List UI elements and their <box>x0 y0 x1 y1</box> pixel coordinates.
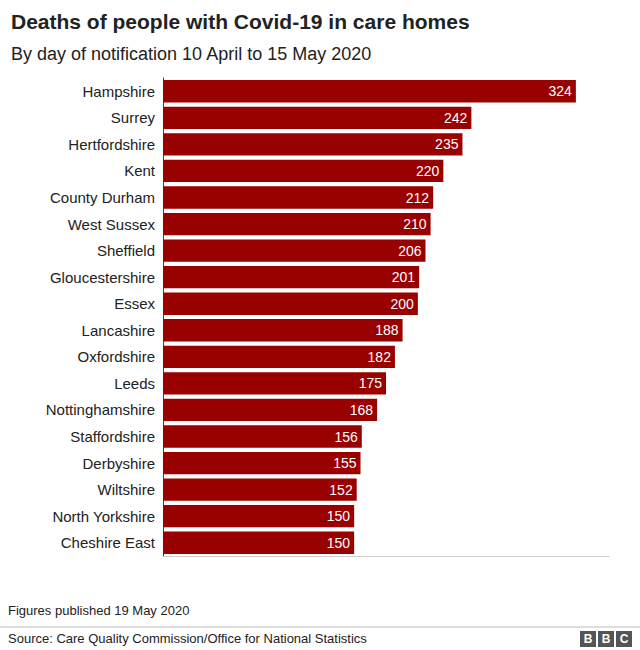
svg-text:155: 155 <box>333 455 357 471</box>
svg-text:Cheshire East: Cheshire East <box>61 534 156 551</box>
svg-text:200: 200 <box>390 296 414 312</box>
svg-text:Kent: Kent <box>124 162 156 179</box>
svg-text:Lancashire: Lancashire <box>82 322 155 339</box>
svg-text:152: 152 <box>329 482 353 498</box>
svg-text:210: 210 <box>403 216 427 232</box>
svg-text:Wiltshire: Wiltshire <box>97 481 155 498</box>
svg-text:206: 206 <box>398 243 422 259</box>
svg-text:Hertfordshire: Hertfordshire <box>68 136 155 153</box>
svg-text:Deaths of people with Covid-19: Deaths of people with Covid-19 in care h… <box>11 10 470 33</box>
svg-text:Staffordshire: Staffordshire <box>70 428 155 445</box>
svg-text:Hampshire: Hampshire <box>82 83 155 100</box>
svg-text:201: 201 <box>392 269 416 285</box>
svg-text:Oxfordshire: Oxfordshire <box>77 348 155 365</box>
svg-text:Surrey: Surrey <box>111 109 156 126</box>
svg-text:Sheffield: Sheffield <box>97 242 155 259</box>
svg-text:150: 150 <box>327 535 351 551</box>
svg-text:Gloucestershire: Gloucestershire <box>50 269 155 286</box>
svg-text:220: 220 <box>416 163 440 179</box>
svg-text:Figures published 19 May 2020: Figures published 19 May 2020 <box>8 603 189 618</box>
svg-text:C: C <box>620 632 629 646</box>
svg-text:168: 168 <box>350 402 374 418</box>
svg-text:188: 188 <box>375 322 399 338</box>
svg-text:324: 324 <box>549 83 573 99</box>
svg-text:150: 150 <box>327 508 351 524</box>
svg-text:242: 242 <box>444 110 468 126</box>
svg-text:B: B <box>602 632 611 646</box>
svg-text:Essex: Essex <box>114 295 155 312</box>
svg-text:182: 182 <box>368 349 392 365</box>
svg-text:Source: Care Quality Commissio: Source: Care Quality Commission/Office f… <box>8 631 367 646</box>
svg-text:By day of notification 10 Apri: By day of notification 10 April to 15 Ma… <box>11 44 371 64</box>
svg-text:Leeds: Leeds <box>114 375 155 392</box>
svg-text:175: 175 <box>359 375 383 391</box>
svg-text:West Sussex: West Sussex <box>68 216 156 233</box>
svg-text:County Durham: County Durham <box>50 189 155 206</box>
svg-text:156: 156 <box>334 429 358 445</box>
svg-text:North Yorkshire: North Yorkshire <box>52 508 155 525</box>
svg-text:235: 235 <box>435 136 459 152</box>
svg-text:Nottinghamshire: Nottinghamshire <box>46 401 155 418</box>
svg-text:B: B <box>584 632 593 646</box>
svg-text:Derbyshire: Derbyshire <box>82 455 155 472</box>
svg-text:212: 212 <box>406 190 430 206</box>
